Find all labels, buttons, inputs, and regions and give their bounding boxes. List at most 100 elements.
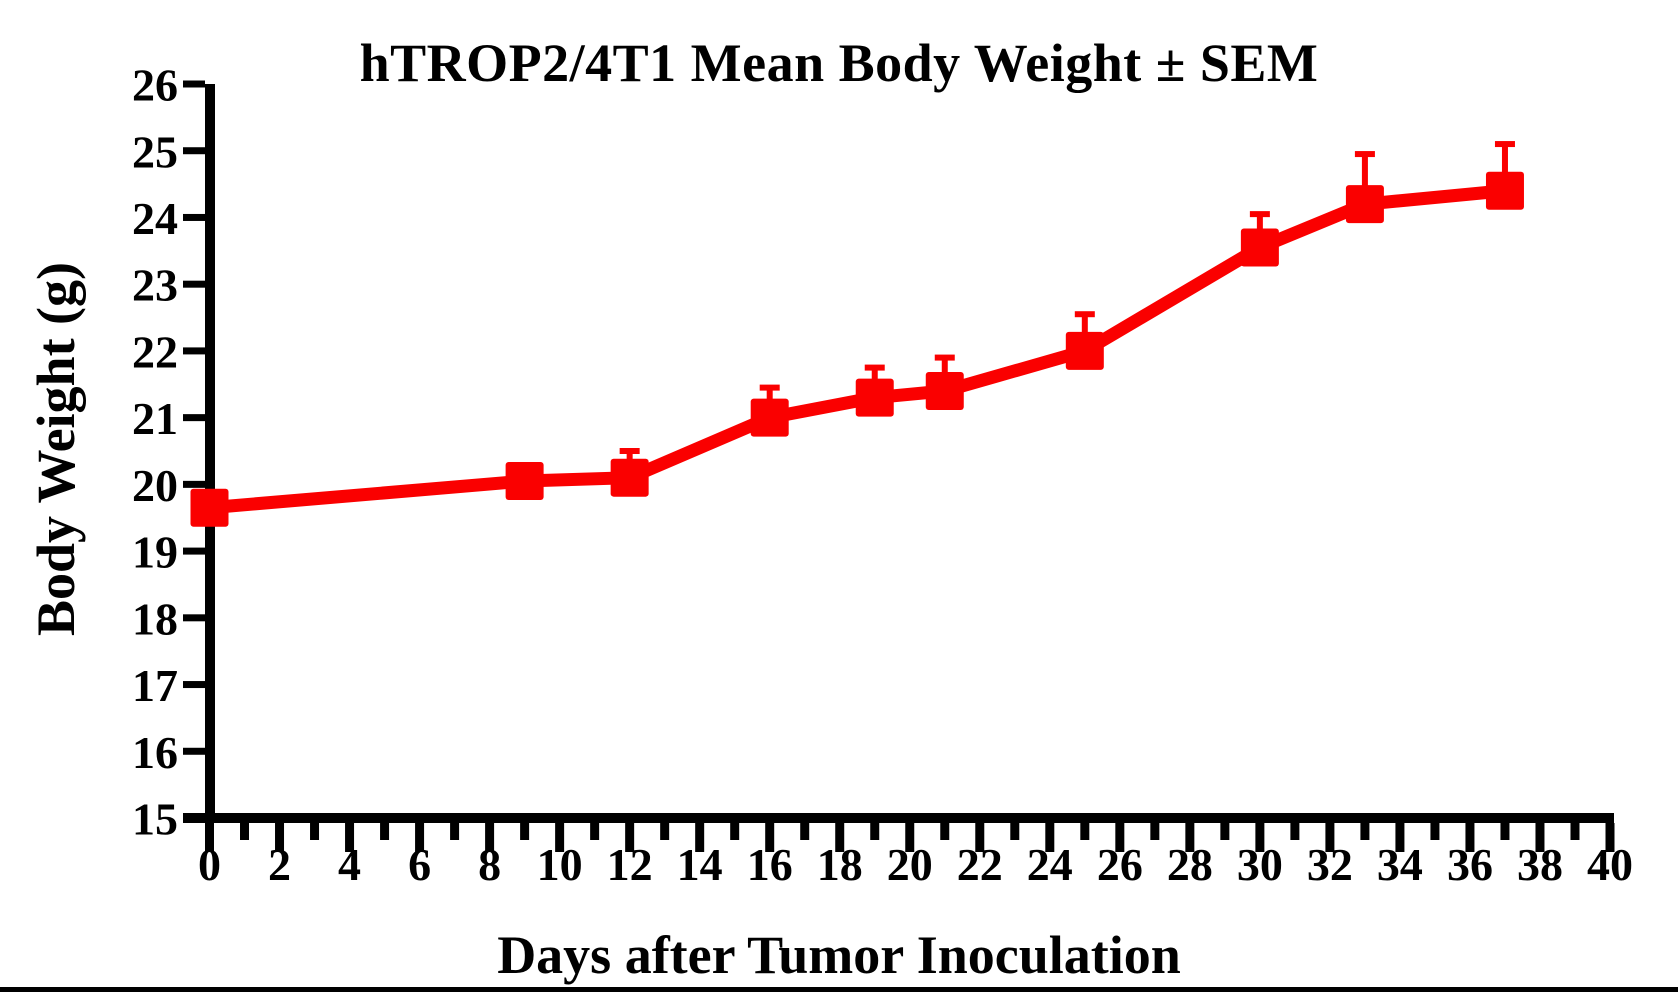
x-tick-label: 30 [1237, 839, 1283, 890]
x-minor-tick [660, 823, 670, 840]
x-major-tick [345, 823, 355, 852]
x-tick-label: 4 [338, 839, 361, 890]
x-tick-label: 26 [1097, 839, 1143, 890]
error-bar-cap [1074, 311, 1095, 318]
x-minor-tick [800, 823, 810, 840]
x-major-tick [765, 823, 775, 852]
x-tick-label: 12 [607, 839, 653, 890]
x-major-tick [205, 823, 214, 852]
x-major-tick [905, 823, 915, 852]
x-minor-tick [1360, 823, 1370, 840]
x-major-tick [485, 823, 495, 852]
data-point-marker [610, 458, 649, 497]
x-major-tick [975, 823, 985, 852]
x-tick-label: 18 [817, 839, 863, 890]
x-minor-tick [310, 823, 320, 840]
y-axis-line [205, 84, 215, 823]
y-tick-label: 19 [132, 527, 178, 578]
x-tick-label: 32 [1307, 839, 1353, 890]
x-minor-tick [1220, 823, 1230, 840]
error-bar-cap [1249, 211, 1270, 218]
x-tick-label: 16 [747, 839, 793, 890]
y-tick-label: 26 [132, 60, 178, 111]
x-minor-tick [450, 823, 460, 840]
x-major-tick [1395, 823, 1405, 852]
x-minor-tick [1010, 823, 1020, 840]
x-minor-tick [1080, 823, 1090, 840]
y-tick-label: 18 [132, 593, 178, 644]
x-tick-label: 8 [478, 839, 501, 890]
x-minor-tick [1150, 823, 1160, 840]
x-major-tick [1255, 823, 1265, 852]
x-tick-label: 24 [1027, 839, 1073, 890]
chart-title: hTROP2/4T1 Mean Body Weight ± SEM [359, 33, 1319, 93]
error-bar-cap [619, 448, 640, 454]
x-tick-label: 14 [677, 839, 723, 890]
x-tick-label: 34 [1377, 839, 1423, 890]
error-bar-cap [864, 364, 885, 371]
x-major-tick [555, 823, 565, 852]
x-major-tick [1115, 823, 1125, 852]
x-axis: 0 2 4 6 8 10 12 14 16 18 20 22 24 26 28 30 32 34 36 38 40 [183, 813, 1633, 890]
y-tick [183, 747, 205, 755]
error-bar-cap [759, 384, 780, 391]
data-point-marker [190, 488, 229, 527]
x-minor-tick [380, 823, 390, 840]
data-point-marker [1240, 228, 1279, 267]
x-tick-label: 40 [1587, 839, 1633, 890]
x-major-tick [695, 823, 705, 852]
x-major-tick [625, 823, 635, 852]
x-minor-tick [590, 823, 600, 840]
y-tick-label: 25 [132, 126, 178, 177]
data-point-marker [1485, 171, 1524, 210]
y-tick [183, 147, 205, 155]
x-tick-label: 0 [198, 839, 221, 890]
y-tick [183, 280, 205, 288]
data-point-marker [1065, 331, 1104, 370]
x-tick-label: 6 [408, 839, 431, 890]
data-point-marker [925, 371, 964, 410]
y-tick-label: 23 [132, 260, 178, 311]
y-tick [183, 80, 205, 88]
x-axis-line [183, 813, 1614, 823]
error-bar-stem [1501, 144, 1508, 191]
x-tick-label: 38 [1517, 839, 1563, 890]
y-tick-label: 16 [132, 727, 178, 778]
y-tick [183, 480, 205, 488]
x-minor-tick [1500, 823, 1510, 840]
x-major-tick [1535, 823, 1545, 852]
y-tick [183, 681, 205, 689]
error-bar [1494, 141, 1515, 191]
x-minor-tick [940, 823, 950, 840]
bottom-border-line [0, 987, 1678, 992]
x-major-tick [1045, 823, 1055, 852]
x-minor-tick [730, 823, 740, 840]
series-htrop2-4t1 [190, 141, 1524, 527]
y-tick-label: 17 [132, 660, 178, 711]
x-tick-label: 2 [268, 839, 291, 890]
y-tick-label: 24 [132, 193, 178, 244]
y-tick-label: 15 [132, 794, 178, 845]
error-bar-cap [1354, 151, 1375, 158]
y-axis: 15 16 17 18 19 20 21 22 23 24 25 26 [132, 60, 215, 845]
x-minor-tick [870, 823, 880, 840]
x-tick-label: 28 [1167, 839, 1213, 890]
error-bar-cap [934, 354, 955, 361]
data-point-marker [855, 378, 894, 417]
y-tick [183, 414, 205, 422]
x-minor-tick [1570, 823, 1580, 840]
y-tick [183, 347, 205, 355]
x-axis-title: Days after Tumor Inoculation [497, 925, 1181, 985]
x-minor-tick [240, 823, 250, 840]
y-tick [183, 614, 205, 622]
x-major-tick [1325, 823, 1335, 852]
y-tick [183, 547, 205, 555]
error-bar-cap [1494, 141, 1515, 148]
x-tick-label: 22 [957, 839, 1003, 890]
x-major-tick [1185, 823, 1195, 852]
error-bar [1354, 151, 1375, 205]
data-point-marker [750, 398, 789, 437]
y-tick-label: 20 [132, 460, 178, 511]
